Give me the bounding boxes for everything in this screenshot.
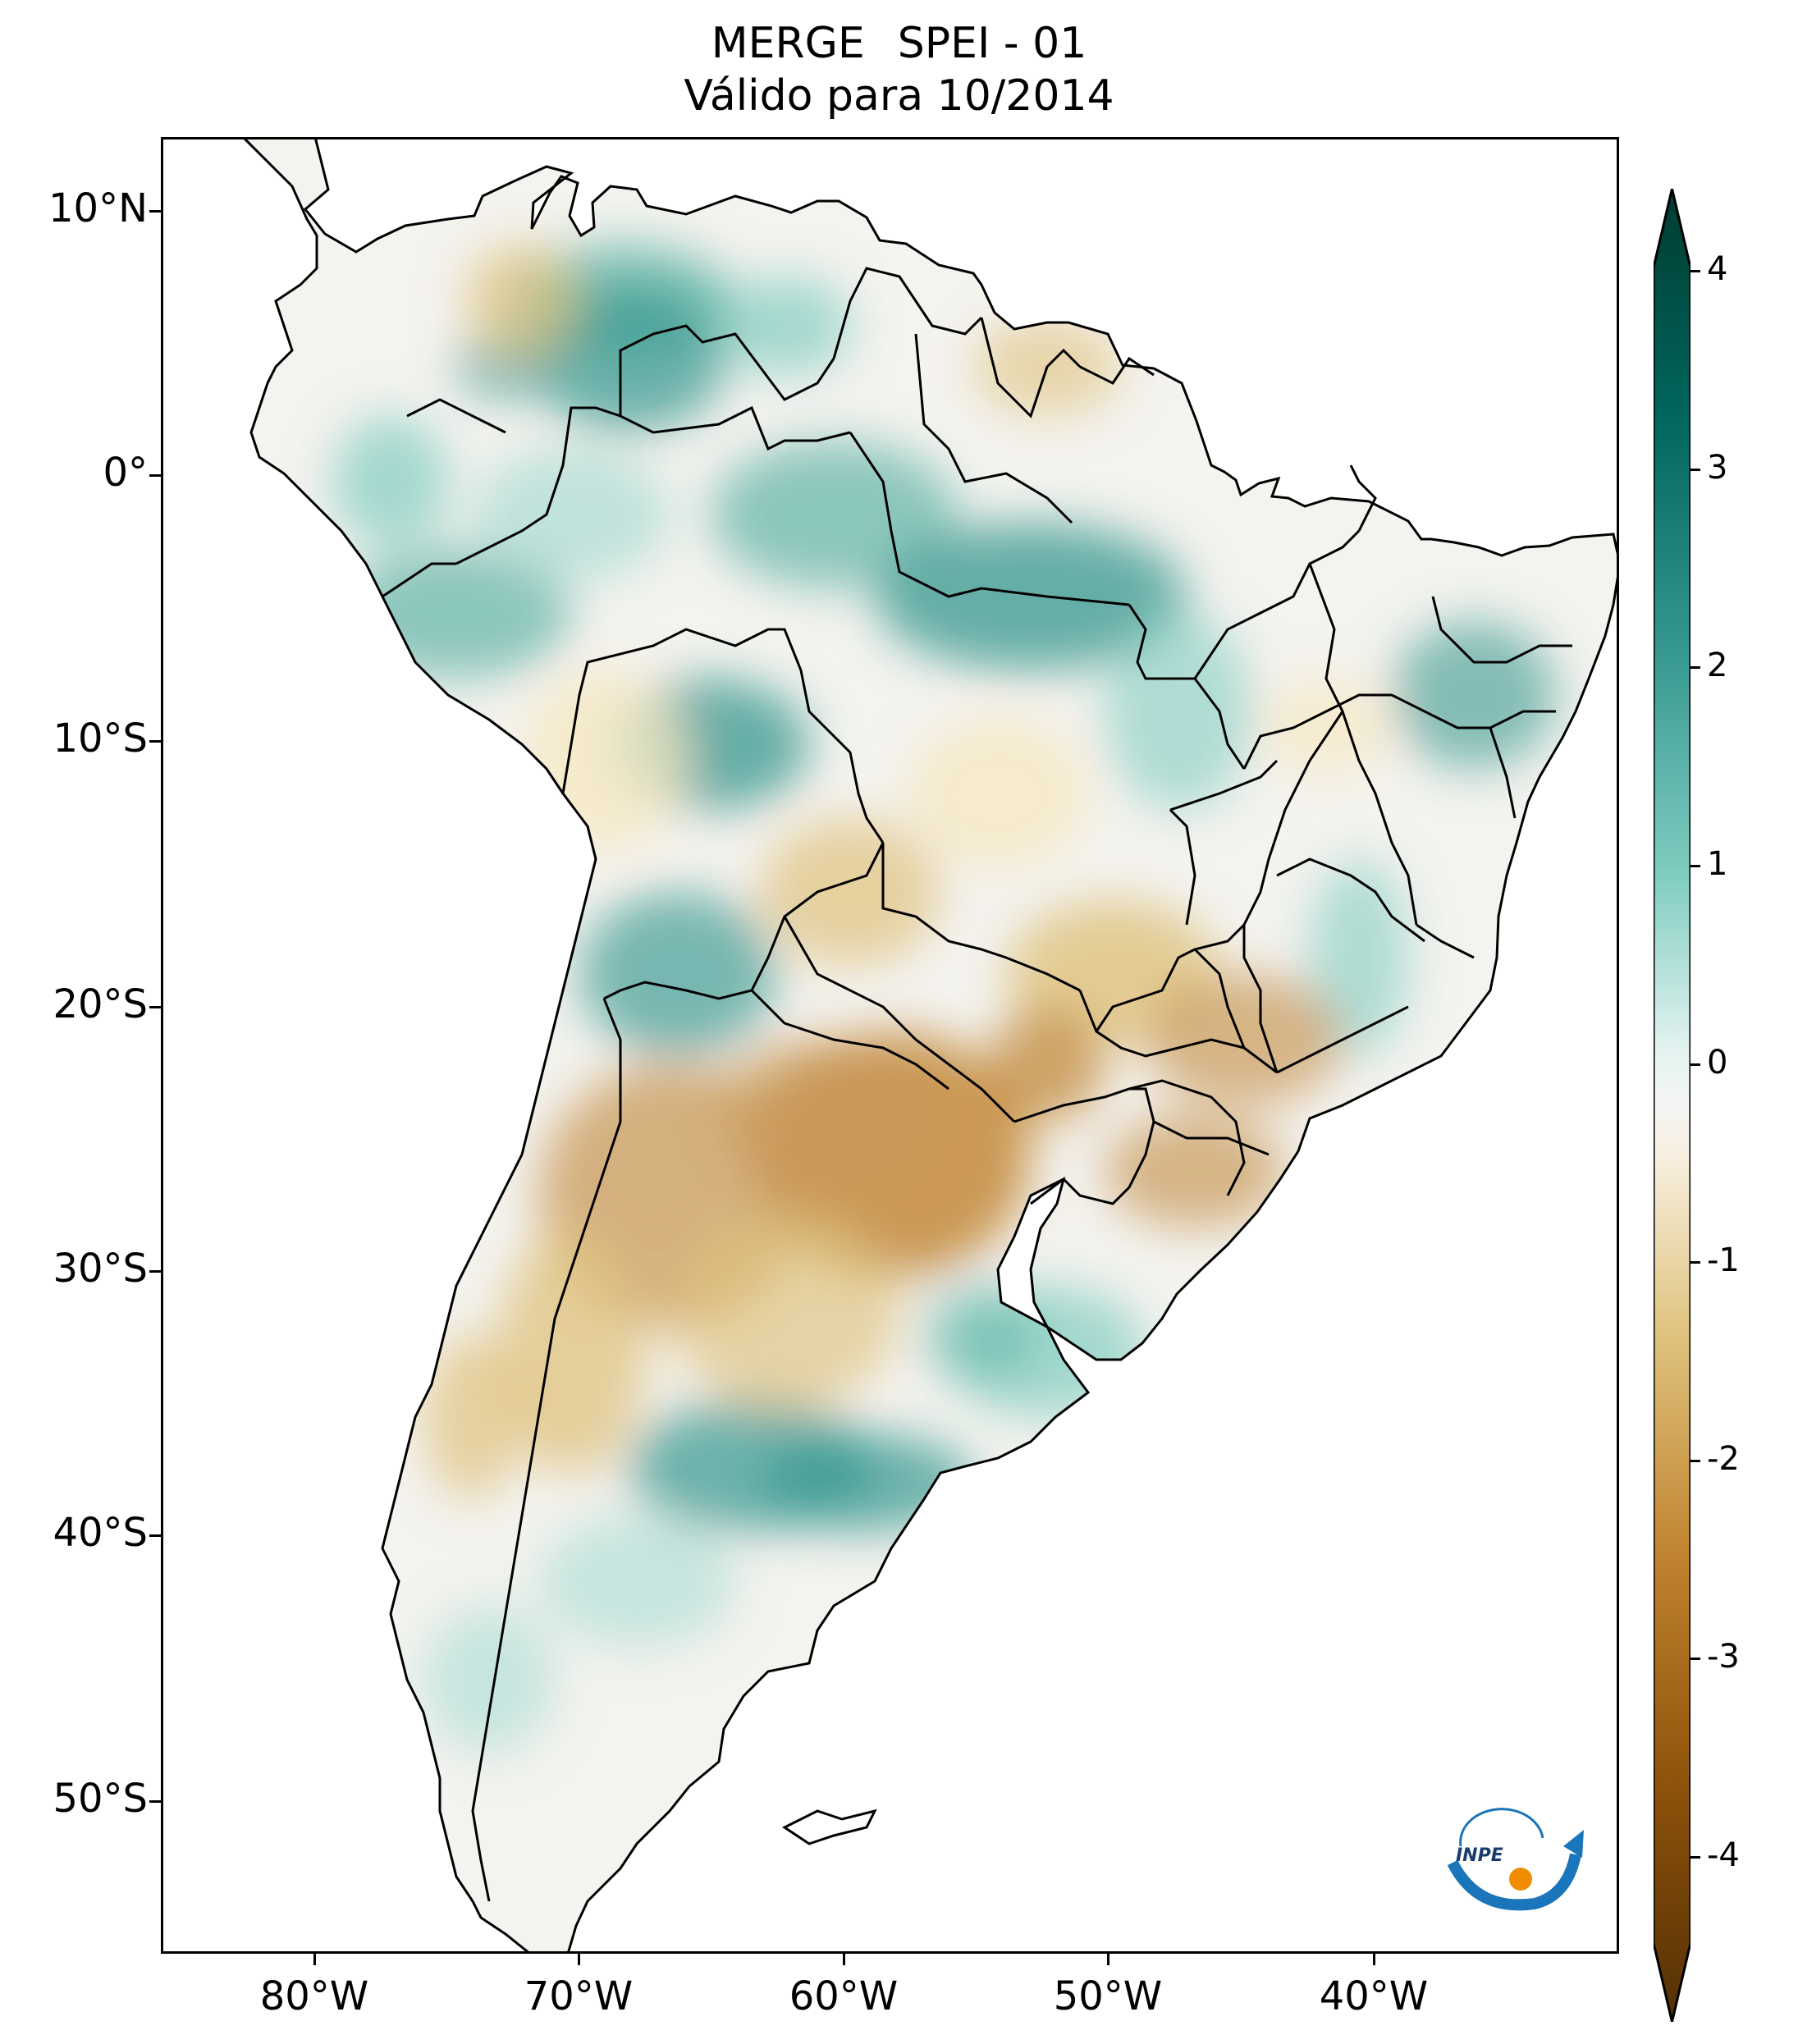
lat-tick bbox=[149, 1006, 161, 1008]
colorbar-label-1: 1 bbox=[1707, 845, 1728, 883]
lon-tick bbox=[1107, 1954, 1109, 1965]
title-product: MERGE bbox=[711, 19, 865, 68]
colorbar-label-0: 0 bbox=[1707, 1044, 1728, 1081]
lon-label-40w: 40°W bbox=[1319, 1973, 1429, 2019]
lon-tick bbox=[843, 1954, 845, 1965]
colorbar-tick bbox=[1690, 1261, 1700, 1264]
falkland-islands bbox=[782, 1809, 877, 1845]
lat-tick bbox=[149, 474, 161, 477]
lat-label-40s: 40°S bbox=[53, 1510, 148, 1556]
inpe-logo: INPE bbox=[1447, 1808, 1584, 1911]
colorbar-tick bbox=[1690, 666, 1700, 669]
lat-label-20s: 20°S bbox=[53, 981, 148, 1027]
lat-tick bbox=[149, 1270, 161, 1273]
chart-title: MERGE SPEI - 01 bbox=[0, 20, 1798, 67]
political-borders bbox=[382, 267, 1572, 1902]
lat-label-50s: 50°S bbox=[53, 1776, 148, 1822]
lat-tick bbox=[149, 1534, 161, 1537]
lat-tick bbox=[149, 740, 161, 743]
colorbar-label-neg3: -3 bbox=[1707, 1638, 1740, 1676]
colorbar-tick bbox=[1690, 1658, 1700, 1660]
lon-tick bbox=[313, 1954, 316, 1965]
lon-tick bbox=[578, 1954, 580, 1965]
colorbar-tick bbox=[1690, 865, 1700, 867]
lat-label-0: 0° bbox=[103, 450, 148, 496]
colorbar bbox=[1654, 189, 1690, 2022]
lat-tick bbox=[149, 210, 161, 213]
colorbar-label-3: 3 bbox=[1707, 449, 1728, 487]
lon-label-70w: 70°W bbox=[524, 1973, 634, 2019]
colorbar-label-neg1: -1 bbox=[1707, 1241, 1740, 1279]
title-index: SPEI - 01 bbox=[897, 19, 1087, 68]
lat-label-10s: 10°S bbox=[53, 716, 148, 761]
colorbar-label-2: 2 bbox=[1707, 647, 1728, 684]
map-panel bbox=[161, 137, 1619, 1954]
lon-label-80w: 80°W bbox=[259, 1973, 369, 2019]
lat-tick bbox=[149, 1800, 161, 1803]
logo-text: INPE bbox=[1456, 1845, 1503, 1866]
colorbar-label-4: 4 bbox=[1707, 250, 1728, 288]
map-frame bbox=[161, 137, 1619, 1954]
colorbar-tick bbox=[1690, 1460, 1700, 1462]
colorbar-tick bbox=[1690, 1063, 1700, 1066]
colorbar-tick bbox=[1690, 469, 1700, 471]
colorbar-label-neg4: -4 bbox=[1707, 1836, 1740, 1874]
lat-label-30s: 30°S bbox=[53, 1246, 148, 1292]
colorbar-tick bbox=[1690, 270, 1700, 272]
chart-subtitle: Válido para 10/2014 bbox=[684, 71, 1114, 121]
lat-label-10n: 10°N bbox=[48, 185, 148, 231]
colorbar-label-neg2: -2 bbox=[1707, 1440, 1740, 1478]
lon-label-50w: 50°W bbox=[1053, 1973, 1163, 2019]
colorbar-tick bbox=[1690, 1856, 1700, 1859]
lon-tick bbox=[1373, 1954, 1375, 1965]
lon-label-60w: 60°W bbox=[789, 1973, 899, 2019]
